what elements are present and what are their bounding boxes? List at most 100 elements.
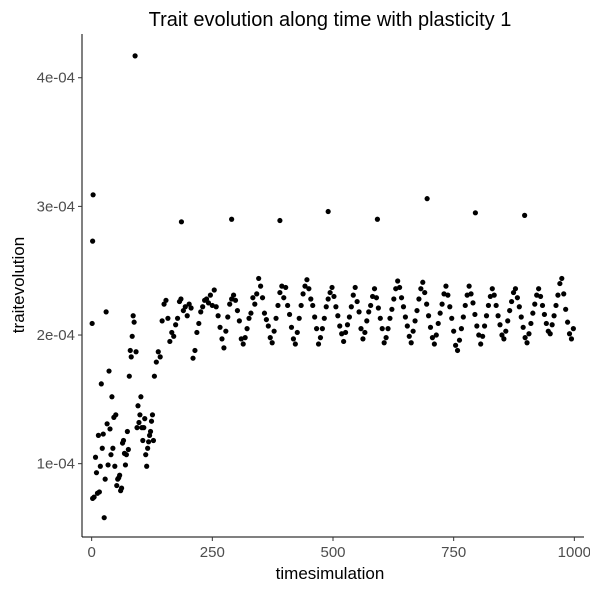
y-tick-label: 1e-04 bbox=[37, 456, 75, 473]
data-point bbox=[104, 421, 110, 427]
data-point bbox=[408, 340, 414, 346]
data-point bbox=[537, 293, 544, 300]
data-point bbox=[140, 437, 146, 444]
data-point bbox=[103, 309, 109, 315]
data-point bbox=[518, 314, 524, 320]
data-point bbox=[389, 306, 395, 312]
outlier-point bbox=[424, 196, 430, 202]
data-point bbox=[342, 329, 349, 336]
data-point bbox=[472, 311, 478, 318]
data-point bbox=[447, 304, 453, 310]
data-point bbox=[335, 313, 341, 319]
data-point bbox=[120, 437, 127, 444]
data-point bbox=[258, 283, 264, 289]
data-point bbox=[443, 283, 449, 289]
x-tick-label: 1000 bbox=[558, 544, 590, 561]
data-point bbox=[128, 354, 134, 360]
data-point bbox=[429, 335, 436, 341]
data-point bbox=[285, 302, 291, 309]
data-point bbox=[398, 295, 405, 301]
data-point bbox=[422, 289, 428, 296]
data-point bbox=[261, 310, 268, 316]
data-point bbox=[281, 295, 287, 301]
data-point bbox=[539, 302, 546, 309]
data-point bbox=[344, 322, 351, 328]
data-point bbox=[101, 515, 107, 521]
data-point bbox=[557, 280, 563, 287]
data-point bbox=[294, 329, 300, 336]
data-point bbox=[503, 328, 509, 334]
data-point bbox=[493, 302, 499, 309]
data-point bbox=[337, 323, 343, 329]
data-point bbox=[250, 295, 256, 301]
data-point bbox=[263, 316, 269, 323]
data-point bbox=[259, 295, 266, 301]
data-point bbox=[109, 394, 115, 400]
data-point bbox=[404, 323, 410, 329]
y-tick-label: 4e-04 bbox=[37, 70, 75, 87]
data-point bbox=[138, 394, 144, 400]
data-point bbox=[290, 336, 297, 342]
data-point bbox=[91, 494, 97, 500]
data-point bbox=[416, 296, 422, 302]
data-point bbox=[225, 314, 231, 320]
data-point bbox=[561, 291, 567, 297]
data-point bbox=[288, 324, 295, 330]
data-point bbox=[427, 324, 434, 330]
data-point bbox=[211, 287, 217, 293]
data-point bbox=[207, 292, 213, 298]
data-point bbox=[431, 341, 437, 347]
data-point bbox=[433, 332, 439, 338]
data-point bbox=[549, 322, 555, 328]
data-point bbox=[167, 338, 173, 345]
data-point bbox=[131, 319, 137, 325]
data-point bbox=[114, 482, 120, 489]
data-point bbox=[385, 326, 391, 332]
outlier-point bbox=[522, 212, 528, 218]
data-point bbox=[424, 301, 430, 307]
data-point bbox=[333, 304, 339, 310]
data-point bbox=[505, 318, 511, 324]
data-point bbox=[449, 315, 455, 321]
data-point bbox=[113, 412, 119, 418]
data-point bbox=[528, 320, 534, 327]
data-point bbox=[543, 320, 549, 327]
data-point bbox=[161, 301, 167, 307]
data-point bbox=[110, 445, 116, 451]
data-point bbox=[566, 331, 573, 337]
data-point bbox=[524, 340, 530, 346]
data-point bbox=[547, 331, 553, 337]
data-point bbox=[439, 301, 445, 307]
data-point bbox=[458, 326, 464, 332]
data-point bbox=[462, 302, 468, 309]
data-point bbox=[510, 289, 517, 296]
data-point bbox=[397, 284, 403, 291]
data-point bbox=[105, 462, 111, 468]
data-point bbox=[491, 292, 497, 298]
data-point bbox=[186, 301, 192, 307]
data-point bbox=[412, 318, 418, 324]
data-point bbox=[474, 323, 480, 329]
data-point bbox=[308, 296, 314, 302]
data-point bbox=[366, 309, 372, 315]
x-tick-label: 250 bbox=[200, 544, 225, 561]
data-point bbox=[451, 328, 457, 334]
data-point bbox=[275, 302, 281, 309]
data-point bbox=[420, 279, 426, 285]
data-point bbox=[145, 445, 151, 451]
data-point bbox=[425, 313, 432, 319]
data-point bbox=[150, 437, 157, 444]
data-point bbox=[354, 298, 360, 305]
data-point bbox=[480, 333, 486, 339]
data-point bbox=[364, 318, 370, 324]
data-point bbox=[178, 296, 184, 302]
data-point bbox=[327, 289, 333, 296]
data-point bbox=[100, 431, 106, 437]
data-point bbox=[127, 347, 133, 354]
data-point bbox=[126, 373, 132, 379]
data-point bbox=[194, 329, 200, 336]
data-point bbox=[129, 333, 135, 339]
data-point bbox=[410, 328, 416, 334]
data-point bbox=[93, 470, 100, 476]
data-point bbox=[99, 445, 105, 451]
